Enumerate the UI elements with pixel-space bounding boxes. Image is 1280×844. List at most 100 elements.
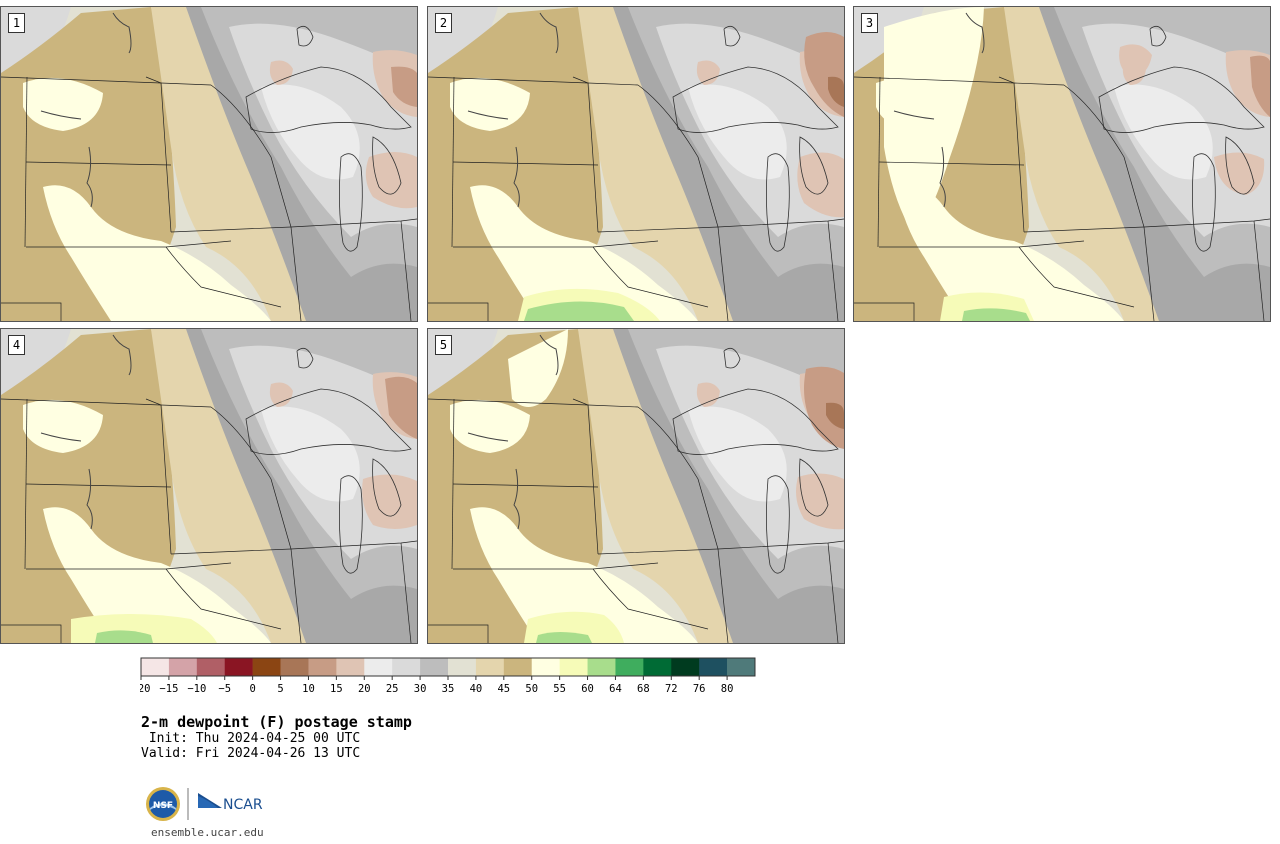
river-line — [467, 432, 509, 442]
panel-label: 2 — [435, 13, 452, 33]
lake-outline — [339, 475, 363, 574]
state-border — [597, 540, 844, 555]
colorbar-tick-label: −20 — [140, 683, 150, 695]
dewpoint-map-5 — [428, 329, 844, 643]
member-panel-2: 2 — [427, 6, 845, 322]
state-border — [210, 84, 292, 228]
dewpoint-region — [508, 329, 568, 407]
colorbar-tick-label: −10 — [187, 683, 206, 695]
river-line — [467, 110, 509, 120]
state-border — [827, 220, 839, 321]
dewpoint-region — [896, 185, 1124, 321]
lake-outline — [672, 388, 839, 455]
river-line — [112, 12, 132, 54]
dewpoint-map-4 — [1, 329, 417, 643]
dewpoint-region — [828, 76, 844, 107]
lake-outline — [723, 347, 741, 369]
state-border — [597, 218, 844, 233]
dewpoint-region — [111, 257, 221, 321]
river-line — [513, 146, 520, 208]
state-border — [717, 548, 729, 643]
state-border — [1023, 218, 1270, 233]
state-border — [1018, 246, 1135, 308]
river-line — [112, 334, 132, 376]
river-line — [86, 468, 93, 530]
colorbar-tick-label: 10 — [302, 683, 315, 695]
river-line — [40, 110, 82, 120]
colorbar-swatch — [392, 658, 421, 676]
ncar-logo-icon: NCAR — [198, 793, 263, 813]
dewpoint-region — [450, 399, 530, 453]
website-url: ensemble.ucar.edu — [151, 826, 264, 839]
river-line — [539, 334, 559, 376]
panel-label: 1 — [8, 13, 25, 33]
colorbar-tick-label: 72 — [665, 683, 678, 695]
colorbar-swatch — [168, 658, 198, 676]
colorbar-tick-label: 45 — [497, 683, 510, 695]
state-border — [290, 548, 302, 643]
state-border — [1, 624, 62, 643]
dewpoint-region — [385, 376, 417, 439]
lake-outline — [766, 475, 790, 574]
colorbar-tick-label: −15 — [159, 683, 178, 695]
state-border — [452, 161, 599, 166]
lake-outline — [372, 136, 402, 195]
state-border — [572, 398, 599, 555]
colorbar-swatch — [364, 658, 393, 676]
state-border — [1253, 220, 1265, 321]
lake-outline — [1149, 25, 1167, 47]
colorbar-swatch — [531, 658, 560, 676]
dewpoint-region — [688, 406, 787, 502]
state-border — [1143, 226, 1155, 321]
dewpoint-region — [1004, 7, 1159, 321]
init-time: Init: Thu 2024-04-25 00 UTC — [141, 731, 361, 746]
dewpoint-region — [578, 7, 733, 321]
dewpoint-region — [261, 84, 360, 180]
colorbar-swatch — [475, 658, 505, 676]
colorbar-tick-label: 60 — [581, 683, 594, 695]
member-panel-4: 4 — [0, 328, 418, 644]
colorbar-tick-label: 5 — [277, 683, 283, 695]
dewpoint-region — [1250, 55, 1270, 117]
dewpoint-region — [470, 507, 698, 643]
dewpoint-map-3 — [854, 7, 1270, 321]
dewpoint-region — [796, 473, 844, 530]
state-border — [400, 220, 412, 321]
colorbar-tick-label: 15 — [330, 683, 343, 695]
chart-title: 2-m dewpoint (F) postage stamp — [141, 713, 412, 731]
lake-outline — [1225, 136, 1255, 195]
state-border — [827, 542, 839, 643]
colorbar-swatch — [671, 658, 700, 676]
nsf-logo-icon: NSF — [146, 787, 180, 821]
colorbar-swatch — [280, 658, 309, 676]
lake-outline — [799, 458, 829, 517]
state-border — [165, 246, 282, 308]
colorbar-swatch — [196, 658, 226, 676]
dewpoint-region — [450, 77, 530, 131]
river-line — [513, 468, 520, 530]
colorbar-swatch — [615, 658, 644, 676]
dewpoint-region — [1119, 44, 1152, 77]
state-border — [165, 568, 282, 630]
state-border — [878, 161, 1025, 166]
dewpoint-region — [962, 308, 1030, 321]
colorbar-swatch — [420, 658, 449, 676]
lake-outline — [1098, 66, 1265, 133]
state-border — [854, 302, 915, 321]
state-border — [998, 76, 1025, 233]
dewpoint-region — [23, 77, 103, 131]
river-line — [86, 146, 93, 208]
state-border — [452, 483, 599, 488]
colorbar-tick-label: 68 — [637, 683, 650, 695]
ncar-logo-text: NCAR — [223, 797, 263, 813]
dewpoint-region — [688, 84, 787, 180]
state-border — [170, 540, 417, 555]
colorbar-tick-label: 40 — [470, 683, 483, 695]
dewpoint-region — [524, 301, 634, 321]
lake-outline — [245, 388, 412, 455]
colorbar-swatch — [727, 658, 756, 676]
colorbar-tick-label: 76 — [693, 683, 706, 695]
dewpoint-map-2 — [428, 7, 844, 321]
dewpoint-region — [95, 630, 153, 643]
dewpoint-region — [362, 474, 417, 529]
